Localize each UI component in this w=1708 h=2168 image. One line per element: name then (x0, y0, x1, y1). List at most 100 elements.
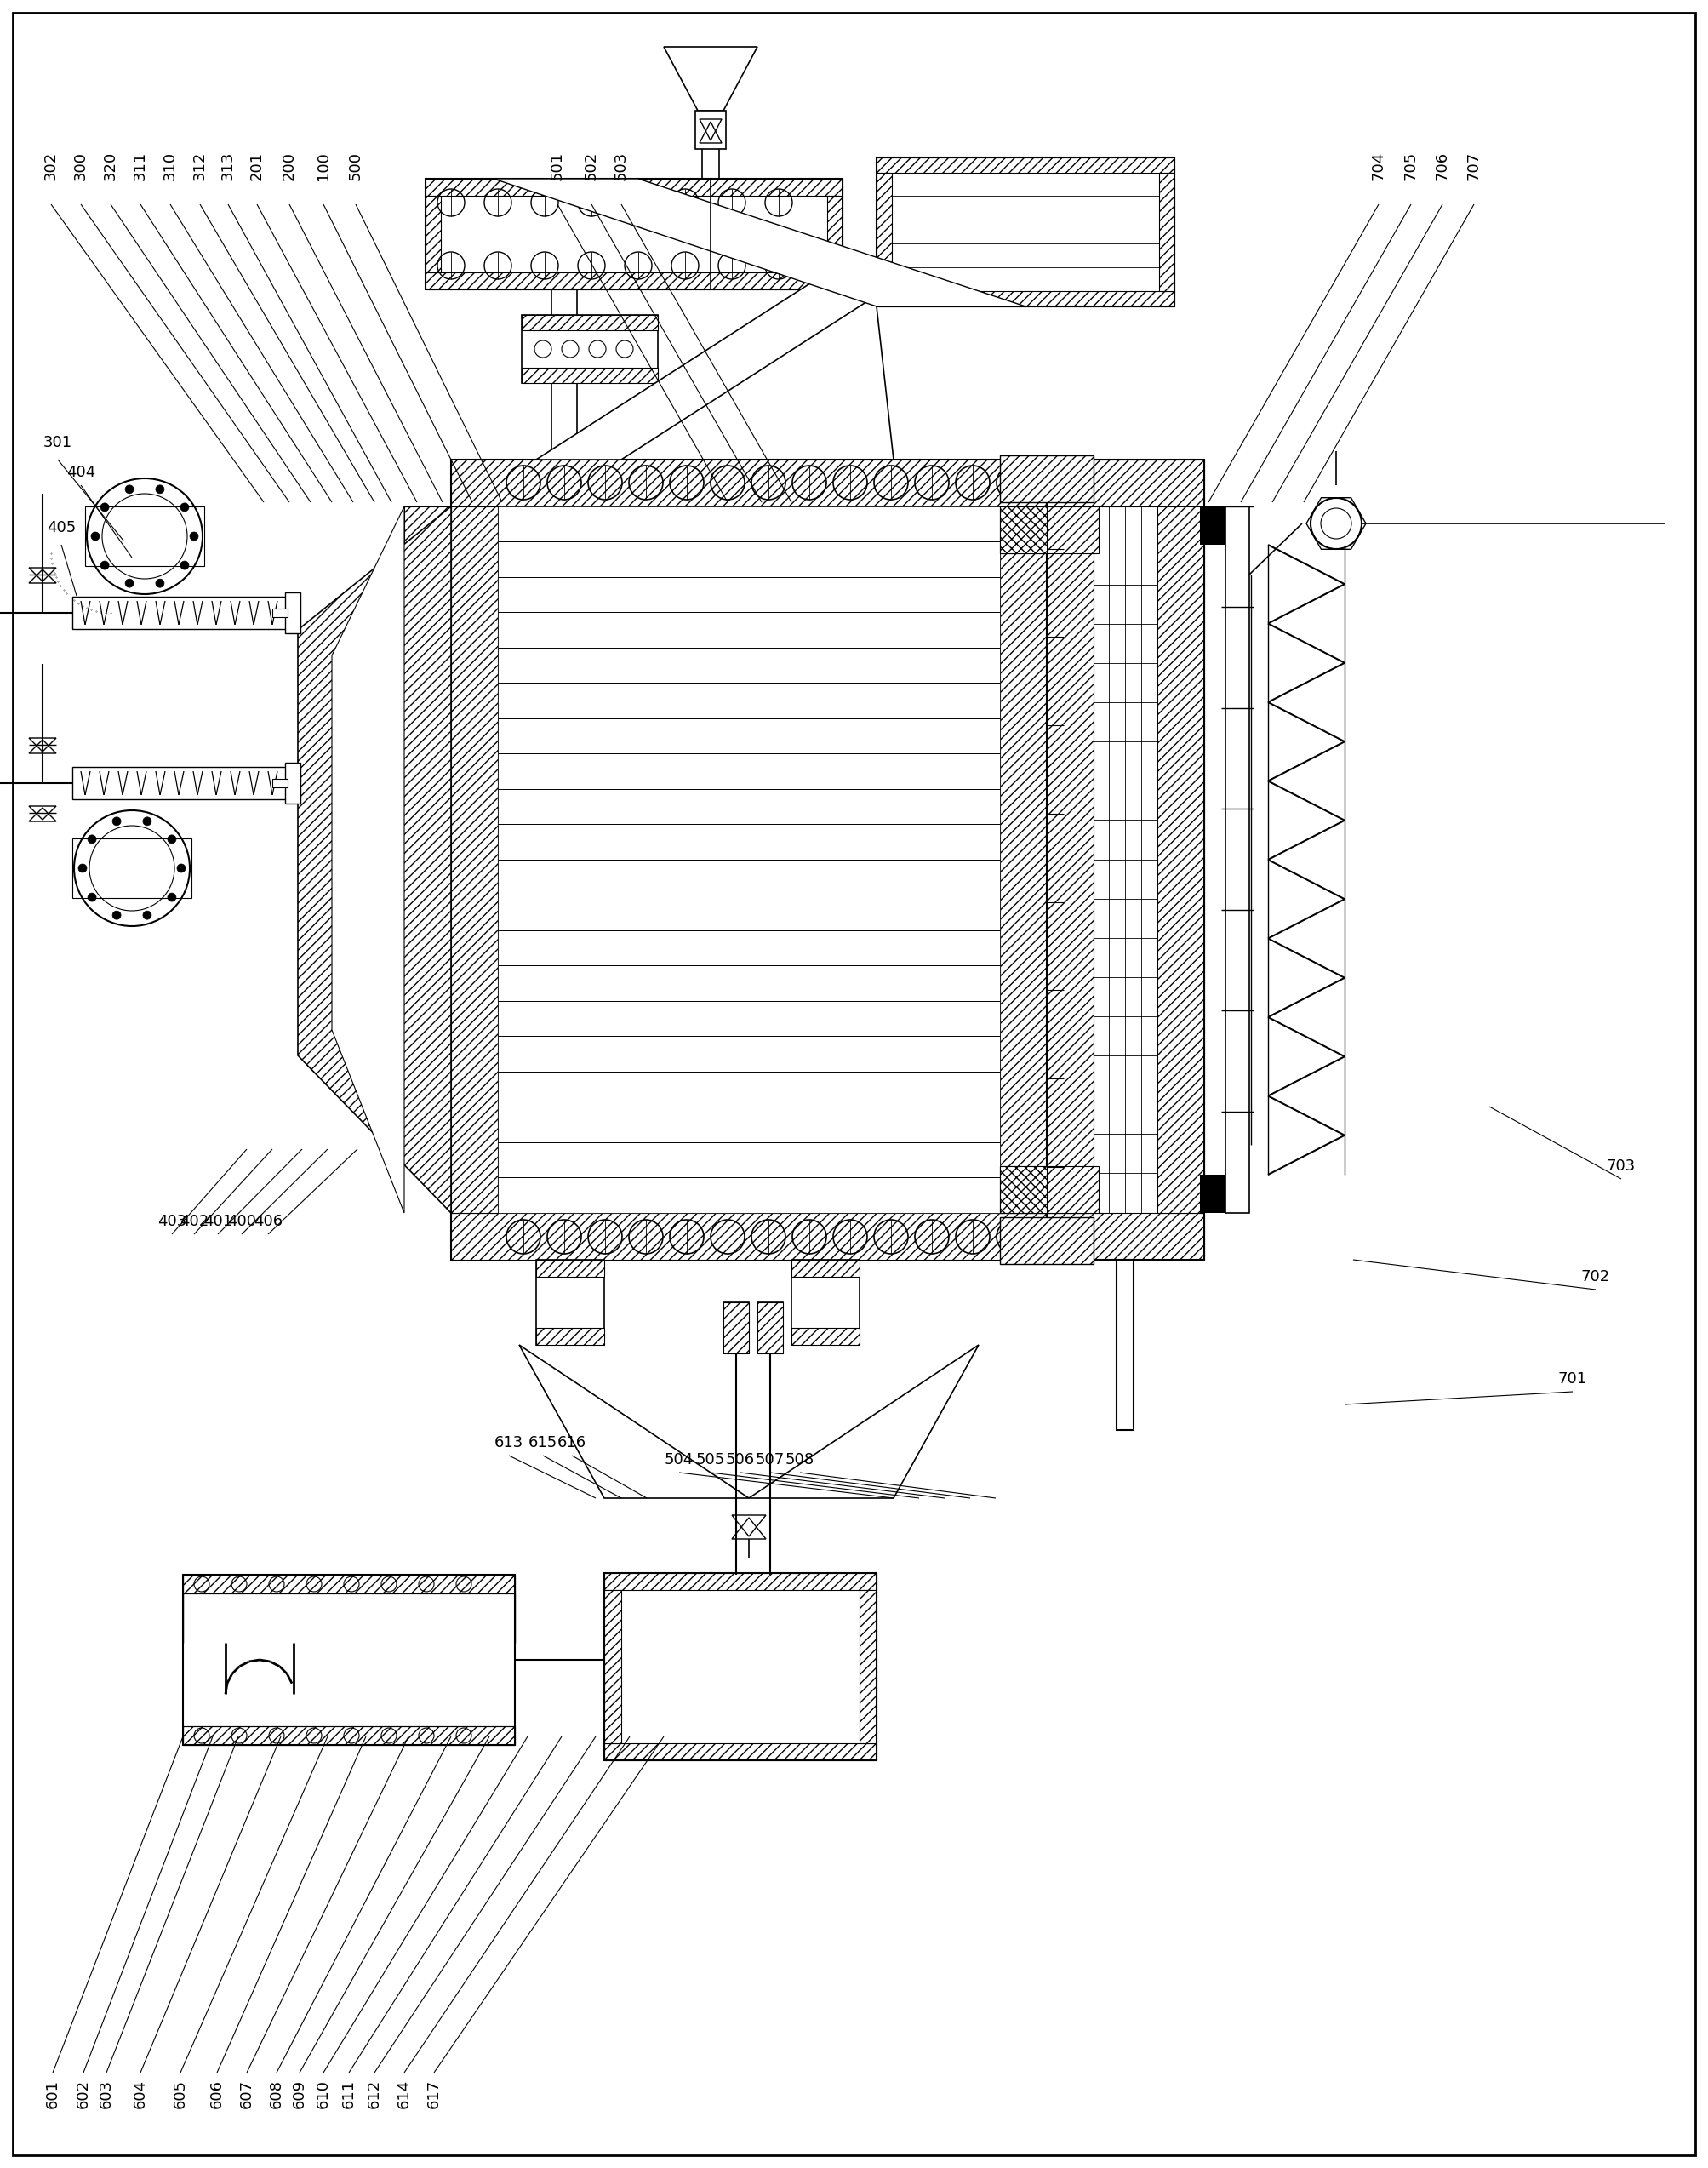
Text: 611: 611 (342, 2079, 357, 2109)
Bar (1047, 1212, 1204, 1260)
Text: 613: 613 (494, 1435, 523, 1450)
Circle shape (87, 893, 96, 902)
Bar (285, 592, 301, 633)
Bar (183, 1574, 514, 1593)
Bar (85, 507, 205, 566)
Circle shape (155, 579, 164, 588)
Text: 508: 508 (786, 1453, 815, 1468)
Bar (1158, 507, 1204, 1212)
Bar (285, 763, 301, 804)
Bar (605, 1743, 876, 1760)
Circle shape (181, 503, 190, 512)
Text: 605: 605 (173, 2079, 188, 2109)
Bar (999, 1166, 1047, 1212)
Bar (451, 460, 1047, 507)
Text: 707: 707 (1465, 152, 1481, 180)
Text: 313: 313 (220, 152, 236, 180)
Text: 400: 400 (227, 1214, 256, 1229)
Bar (72, 596, 297, 629)
Bar (876, 173, 892, 291)
Polygon shape (999, 455, 1093, 503)
Bar (72, 767, 297, 800)
Bar (724, 1303, 748, 1353)
Text: 311: 311 (133, 152, 149, 180)
Text: 505: 505 (697, 1453, 726, 1468)
Text: 405: 405 (46, 520, 75, 535)
Circle shape (155, 486, 164, 494)
Polygon shape (331, 507, 405, 1212)
Circle shape (143, 911, 152, 919)
Bar (1047, 460, 1204, 1260)
Text: 609: 609 (292, 2079, 307, 2109)
Text: 403: 403 (157, 1214, 186, 1229)
Bar (1225, 507, 1249, 1212)
Polygon shape (999, 1216, 1093, 1264)
Text: 610: 610 (316, 2079, 331, 2109)
Bar (757, 1303, 782, 1353)
Bar (1201, 1175, 1225, 1212)
Bar (521, 369, 658, 384)
Bar (605, 1589, 622, 1743)
Text: 615: 615 (528, 1435, 557, 1450)
Bar (1047, 507, 1093, 1212)
Text: 404: 404 (67, 464, 96, 479)
Bar (1160, 173, 1175, 291)
Text: 606: 606 (210, 2079, 225, 2109)
Text: 616: 616 (557, 1435, 586, 1450)
Bar (521, 314, 658, 384)
Circle shape (113, 911, 121, 919)
Bar (999, 1166, 1098, 1212)
Bar (1047, 460, 1204, 507)
Text: 500: 500 (348, 152, 364, 180)
Bar (425, 178, 842, 195)
Bar (405, 507, 451, 635)
Bar (791, 1260, 859, 1277)
Bar (999, 507, 1047, 553)
Bar (272, 778, 287, 787)
Bar (859, 1589, 876, 1743)
Text: 502: 502 (584, 152, 600, 180)
Bar (1201, 507, 1225, 544)
Bar (183, 1726, 514, 1745)
Text: 201: 201 (249, 152, 265, 180)
Circle shape (79, 865, 87, 872)
Bar (536, 1260, 605, 1277)
Bar (999, 507, 1047, 1212)
Polygon shape (494, 178, 1025, 306)
Bar (876, 158, 1175, 173)
Text: 607: 607 (239, 2079, 254, 2109)
Bar (425, 273, 842, 288)
Circle shape (101, 503, 109, 512)
Text: 706: 706 (1435, 152, 1450, 180)
Bar (497, 507, 999, 1212)
Bar (425, 178, 842, 288)
Text: 302: 302 (43, 152, 58, 180)
Text: 406: 406 (253, 1214, 282, 1229)
Text: 301: 301 (43, 436, 72, 451)
Circle shape (125, 486, 133, 494)
Bar (451, 1212, 1047, 1260)
Bar (183, 1726, 514, 1745)
Polygon shape (297, 507, 451, 1212)
Text: 603: 603 (99, 2079, 114, 2109)
Circle shape (125, 579, 133, 588)
Text: 602: 602 (75, 2079, 91, 2109)
Bar (521, 314, 658, 330)
Text: 612: 612 (367, 2079, 383, 2109)
Text: 604: 604 (133, 2079, 149, 2109)
Text: 614: 614 (396, 2079, 412, 2109)
Text: 200: 200 (282, 152, 297, 180)
Bar (451, 460, 1047, 1260)
Text: 300: 300 (73, 152, 89, 180)
Text: 506: 506 (726, 1453, 755, 1468)
Circle shape (167, 835, 176, 843)
Bar (425, 195, 441, 273)
Bar (183, 1574, 514, 1745)
Text: 507: 507 (755, 1453, 784, 1468)
Bar (605, 1574, 876, 1760)
Bar (451, 507, 497, 1212)
Text: 501: 501 (550, 152, 565, 180)
Text: 704: 704 (1372, 152, 1387, 180)
Text: 601: 601 (44, 2079, 60, 2109)
Text: 312: 312 (193, 152, 208, 180)
